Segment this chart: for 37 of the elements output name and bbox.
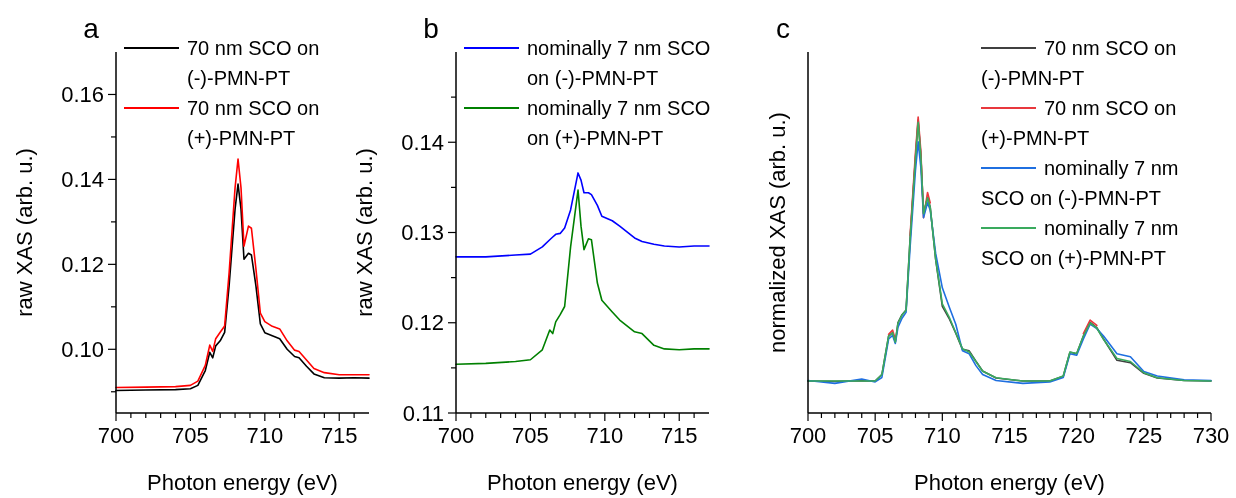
x-tick-label: 700 [437, 423, 475, 448]
x-tick-label: 725 [1125, 423, 1163, 448]
y-tick-label: 0.14 [401, 129, 444, 155]
x-tick-label: 715 [320, 423, 358, 448]
y-tick-label: 0.16 [61, 82, 104, 108]
y-axis-title: raw XAS (arb. u.) [352, 148, 377, 317]
y-axis-title: raw XAS (arb. u.) [12, 148, 37, 317]
legend-label: nominally 7 nm SCO on (+)-PMN-PT [527, 97, 711, 149]
x-tick-label: 710 [586, 423, 624, 448]
y-tick-label: 0.13 [401, 220, 444, 246]
y-tick-label: 0.11 [402, 400, 444, 426]
y-axis-title: normalized XAS (arb. u.) [765, 112, 790, 353]
y-tick-label: 0.10 [61, 336, 104, 362]
legend-label: nominally 7 nm SCO on (+)-PMN-PT [981, 217, 1179, 269]
x-axis-title: Photon energy (eV) [147, 470, 338, 495]
legend-label: 70 nm SCO on (-)-PMN-PT [981, 37, 1177, 89]
y-tick-label: 0.12 [61, 252, 104, 278]
x-axis-title: Photon energy (eV) [487, 470, 678, 495]
x-tick-label: 710 [923, 423, 961, 448]
x-tick-label: 700 [97, 423, 135, 448]
x-axis-title: Photon energy (eV) [914, 470, 1105, 495]
legend-label: 70 nm SCO on (+)-PMN-PT [187, 97, 320, 149]
y-tick-label: 0.14 [61, 167, 104, 193]
x-tick-label: 705 [856, 423, 894, 448]
x-tick-label: 730 [1192, 423, 1230, 448]
chart-title: c [776, 13, 790, 44]
x-tick-label: 715 [991, 423, 1028, 448]
chart-title: b [423, 13, 439, 44]
legend-label: 70 nm SCO on (-)-PMN-PT [187, 37, 320, 89]
chart-title: a [83, 13, 100, 44]
x-tick-label: 700 [789, 423, 827, 448]
x-tick-label: 705 [172, 423, 209, 448]
y-tick-label: 0.12 [401, 310, 444, 336]
x-tick-label: 720 [1058, 423, 1096, 448]
x-tick-label: 710 [246, 423, 284, 448]
x-tick-label: 705 [512, 423, 549, 448]
x-tick-label: 715 [660, 423, 698, 448]
